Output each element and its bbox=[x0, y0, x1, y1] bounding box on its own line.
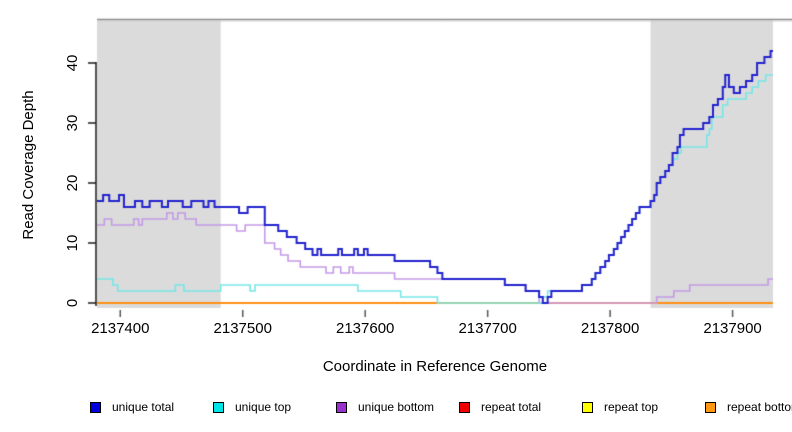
x-tick-label: 2137700 bbox=[458, 320, 517, 337]
x-axis-title: Coordinate in Reference Genome bbox=[322, 358, 548, 375]
y-tick-label: 40 bbox=[64, 54, 81, 72]
legend-item-repeat-top: repeat top bbox=[582, 399, 658, 415]
y-tick-label: 0 bbox=[64, 298, 81, 308]
y-tick-label: 30 bbox=[64, 114, 81, 132]
y-tick-label: 10 bbox=[64, 234, 81, 252]
legend-swatch-icon bbox=[582, 401, 593, 413]
legend-swatch-icon bbox=[459, 401, 470, 413]
legend-item-unique-bottom: unique bottom bbox=[336, 399, 434, 415]
legend-item-unique-top: unique top bbox=[213, 399, 291, 415]
legend-label: unique bottom bbox=[358, 400, 435, 414]
x-tick-label: 2137400 bbox=[91, 320, 150, 337]
legend-item-repeat-total: repeat total bbox=[459, 399, 541, 415]
legend-swatch-icon bbox=[336, 401, 347, 413]
x-tick-label: 2137600 bbox=[335, 320, 395, 337]
legend-label: unique total bbox=[112, 400, 175, 414]
y-tick-label: 20 bbox=[64, 174, 81, 192]
legend-label: repeat total bbox=[481, 400, 542, 414]
x-tick-label: 2137900 bbox=[703, 320, 762, 337]
x-tick-label: 2137800 bbox=[580, 320, 640, 337]
legend-swatch-icon bbox=[90, 401, 101, 413]
legend-swatch-icon bbox=[705, 401, 716, 413]
legend-label: repeat top bbox=[604, 400, 659, 414]
legend-item-repeat-bottom: repeat bottom bbox=[705, 399, 792, 415]
legend-item-unique-total: unique total bbox=[90, 399, 174, 415]
x-tick-label: 2137500 bbox=[213, 320, 272, 337]
legend-label: repeat bottom bbox=[727, 400, 792, 414]
y-axis-title: Read Coverage Depth bbox=[20, 90, 37, 240]
legend-swatch-icon bbox=[213, 401, 224, 413]
legend-label: unique top bbox=[235, 400, 292, 414]
chart-legend: unique total unique top unique bottom repea… bbox=[0, 399, 792, 419]
